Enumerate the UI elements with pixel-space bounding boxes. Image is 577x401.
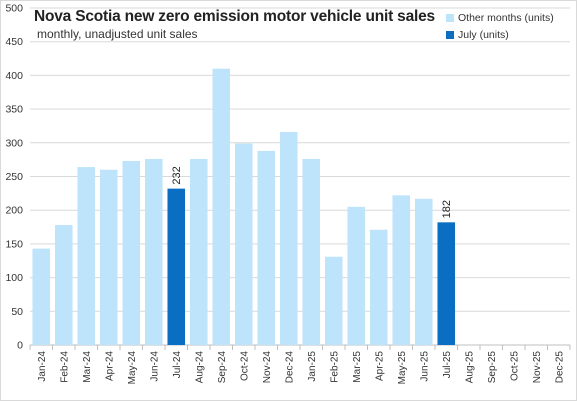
x-tick-label: Sep-25 <box>487 351 498 384</box>
bar <box>189 158 208 345</box>
x-tick-label: Jul-25 <box>442 351 453 379</box>
x-tick-label: Oct-24 <box>239 351 250 381</box>
x-tick-label: May-25 <box>397 351 408 385</box>
bar <box>257 150 276 345</box>
data-label: 182 <box>441 200 453 218</box>
y-tick-label: 350 <box>5 104 23 116</box>
x-tick-label: Sep-24 <box>217 351 228 384</box>
x-tick-label: Apr-24 <box>104 351 115 381</box>
x-tick-label: Jun-24 <box>149 351 160 382</box>
bar <box>122 160 141 345</box>
x-tick-label: Aug-25 <box>464 351 475 384</box>
x-tick-label: Jun-25 <box>419 351 430 382</box>
y-tick-label: 200 <box>5 205 23 217</box>
x-tick-label: Jan-25 <box>307 351 318 382</box>
bar <box>32 248 51 345</box>
bar <box>77 167 96 345</box>
x-tick-label: Mar-25 <box>352 351 363 383</box>
bar <box>437 222 456 345</box>
x-tick-label: Oct-25 <box>509 351 520 381</box>
chart-subtitle: monthly, unadjusted unit sales <box>37 27 198 41</box>
x-tick-label: May-24 <box>127 351 138 385</box>
data-label: 232 <box>171 166 183 184</box>
bar <box>324 256 343 345</box>
x-tick-label: Dec-24 <box>284 351 295 384</box>
bar <box>144 158 163 345</box>
x-tick-label: Aug-24 <box>194 351 205 384</box>
bar <box>279 132 298 345</box>
x-tick-label: Mar-24 <box>82 351 93 383</box>
bar <box>369 229 388 345</box>
bar <box>99 169 118 345</box>
y-tick-label: 450 <box>5 36 23 48</box>
bar <box>212 68 231 345</box>
y-tick-label: 500 <box>5 3 23 15</box>
x-tick-label: Nov-25 <box>532 351 543 384</box>
y-tick-label: 400 <box>5 70 23 82</box>
bar <box>392 195 411 345</box>
chart-title: Nova Scotia new zero emission motor vehi… <box>34 8 435 25</box>
x-tick-label: Nov-24 <box>262 351 273 384</box>
x-tick-label: Dec-25 <box>554 351 565 384</box>
bar <box>167 188 186 345</box>
x-tick-label: Jan-24 <box>37 351 48 382</box>
bar <box>302 158 321 345</box>
x-tick-label: Feb-25 <box>329 351 340 383</box>
bar <box>414 198 433 345</box>
y-tick-label: 250 <box>5 171 23 183</box>
x-tick-label: Jul-24 <box>172 351 183 379</box>
bar <box>347 206 366 345</box>
y-tick-label: 100 <box>5 272 23 284</box>
y-tick-label: 300 <box>5 137 23 149</box>
bar <box>54 225 73 345</box>
y-tick-label: 50 <box>11 306 23 318</box>
y-tick-label: 150 <box>5 238 23 250</box>
x-tick-label: Feb-24 <box>59 351 70 383</box>
y-tick-label: 0 <box>17 340 23 352</box>
x-tick-label: Apr-25 <box>374 351 385 381</box>
bar <box>234 143 253 345</box>
